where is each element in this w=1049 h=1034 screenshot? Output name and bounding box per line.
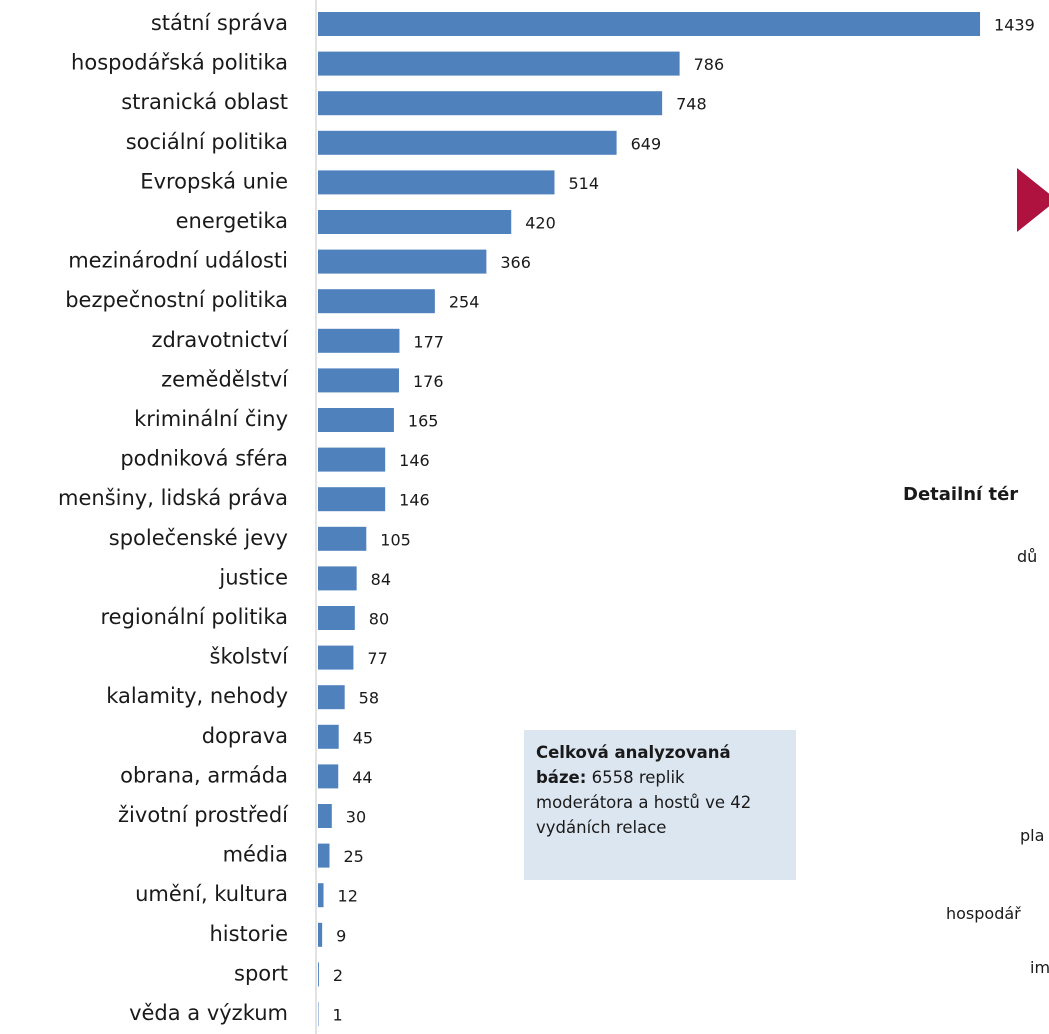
bar [318,130,617,155]
category-label: stranická oblast [121,90,288,114]
bar [318,368,399,393]
category-label: energetika [176,209,288,233]
value-label: 58 [359,689,379,708]
bar [318,289,435,314]
category-label: zdravotnictví [151,328,289,352]
text-fragment: pla [1020,826,1045,845]
category-label: státní správa [151,11,288,35]
bar [318,566,357,591]
bar [318,962,319,987]
value-label: 254 [449,293,480,312]
value-label: 177 [413,332,444,351]
category-label: mezinárodní události [68,249,288,273]
bar [318,606,355,630]
category-label: kriminální činy [134,407,288,431]
bar [318,843,330,868]
value-label: 12 [338,887,358,906]
value-label: 146 [399,491,430,510]
category-label: životní prostředí [118,803,289,827]
value-label: 165 [408,412,439,431]
info-bold: Celková analyzovaná báze: [536,743,731,787]
value-label: 146 [399,451,430,470]
category-label: doprava [202,724,288,748]
value-label: 420 [525,214,556,233]
category-label: věda a výzkum [129,1001,288,1025]
value-label: 748 [676,95,707,114]
bar [318,922,323,947]
text-fragment: dů [1017,547,1038,566]
value-label: 105 [380,530,411,549]
value-label: 1 [332,1006,342,1025]
red-triangle [1017,168,1049,232]
category-label: sociální politika [126,130,288,154]
bar [318,487,386,512]
value-label: 80 [369,610,389,629]
bar [318,526,367,551]
value-label: 786 [694,55,725,74]
value-label: 1439 [994,16,1035,35]
value-label: 25 [344,847,364,866]
value-label: 366 [500,253,531,272]
value-label: 649 [631,134,662,153]
bar [318,447,386,472]
bar [318,645,354,670]
category-label: společenské jevy [109,526,288,550]
value-label: 9 [336,926,346,945]
value-label: 77 [367,649,387,668]
category-label: školství [210,645,290,669]
bar [318,804,332,828]
category-label: historie [209,922,288,946]
category-label: bezpečnostní politika [65,288,288,312]
bar [318,408,394,432]
category-label: podniková sféra [120,447,288,471]
category-label: kalamity, nehody [106,684,288,708]
category-label: média [223,843,288,867]
value-label: 176 [413,372,444,391]
heading-fragment: Detailní tér [903,484,1019,505]
bar [318,210,512,234]
value-label: 514 [568,174,599,193]
bar [318,249,487,274]
value-label: 45 [353,728,373,747]
bar [318,685,345,710]
bar [318,883,324,908]
bar [318,724,339,749]
category-label: menšiny, lidská práva [58,486,288,510]
info-box: Celková analyzovaná báze: 6558 replik mo… [524,730,796,880]
value-label: 2 [333,966,343,985]
category-label: Evropská unie [140,169,288,193]
category-label: sport [234,961,288,985]
value-label: 84 [371,570,391,589]
category-label: umění, kultura [135,882,288,906]
category-label: regionální politika [100,605,288,629]
category-label: hospodářská politika [71,51,288,75]
bar [318,51,680,76]
bar [318,328,400,353]
bar [318,91,663,116]
bar [318,170,555,195]
category-label: zemědělství [161,367,289,391]
category-label: justice [218,565,288,589]
value-label: 44 [352,768,372,787]
info-text: 6558 replik moderátora a hostů ve 42 vyd… [536,768,752,837]
bar [318,12,981,36]
text-fragment: hospodář [946,904,1021,923]
value-label: 30 [346,808,366,827]
bar [318,764,339,789]
text-fragment: im [1030,958,1049,977]
category-label: obrana, armáda [120,763,288,787]
